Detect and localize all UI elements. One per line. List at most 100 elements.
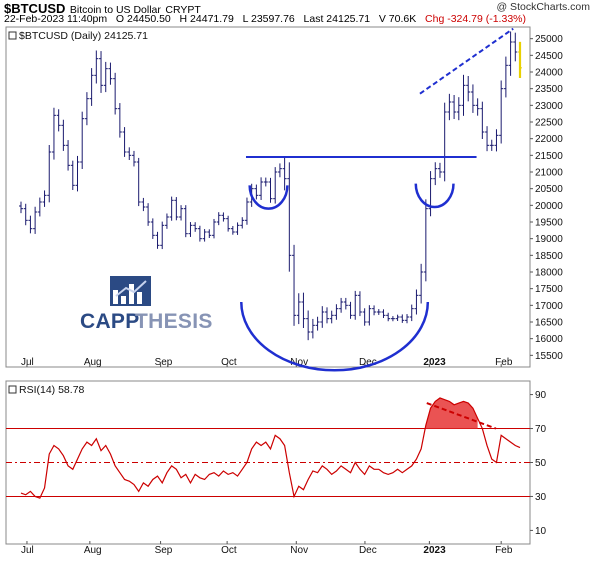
logo-text-thesis: THESIS [135, 310, 213, 333]
ohlc-bar [164, 213, 169, 229]
ohlc-bar [61, 119, 66, 151]
rsi-legend-swatch [8, 385, 17, 394]
ohlc-bar [42, 190, 47, 207]
ohlc-bar [362, 308, 367, 326]
ohlc-bar [19, 201, 23, 214]
ohlc-bar [150, 218, 155, 239]
rsi-downtrend-line [426, 402, 497, 430]
ohlc-bar [395, 314, 400, 321]
ohlc-bar [292, 244, 297, 326]
ohlc-bar [494, 129, 499, 152]
price-y-tick-label: 17000 [535, 301, 563, 312]
price-y-tick-label: 16500 [535, 318, 563, 329]
quote-volume: V 70.6K [378, 13, 417, 25]
ohlc-bar [428, 171, 433, 217]
price-y-tick-label: 24500 [535, 51, 563, 62]
ohlc-bar [75, 155, 80, 192]
ohlc-bar [80, 111, 85, 169]
rsi-legend: RSI(14) 58.78 [19, 384, 85, 396]
ohlc-bar [306, 310, 311, 341]
ohlc-bar [193, 222, 198, 232]
ohlc-bar [56, 109, 61, 132]
ohlc-bar [513, 32, 518, 62]
ohlc-bar [122, 127, 127, 157]
ohlc-bar [221, 212, 226, 222]
price-y-tick-label: 24000 [535, 68, 563, 79]
ohlc-bar [447, 93, 452, 121]
ohlc-bar [136, 157, 141, 207]
ohlc-bar [461, 74, 466, 116]
ohlc-bar [94, 50, 99, 84]
ohlc-bar [324, 307, 329, 324]
ohlc-bars [19, 31, 522, 341]
logo-icon-bar [113, 290, 118, 304]
ohlc-bar [23, 203, 28, 226]
ohlc-bar [146, 203, 151, 226]
ohlc-bar [452, 95, 457, 119]
ohlc-bar [315, 316, 320, 331]
price-y-tick-label: 23000 [535, 101, 563, 112]
stockcharts-credit[interactable]: @ StockCharts.com [496, 1, 590, 13]
rsi-x-tick-label: Aug [84, 545, 102, 556]
ohlc-bar [296, 293, 301, 325]
ohlc-bar [480, 101, 485, 139]
ohlc-bar [357, 291, 362, 317]
ohlc-bar [141, 197, 146, 212]
ohlc-bar [390, 316, 395, 322]
ohlc-bar [456, 97, 461, 121]
ohlc-bar [287, 162, 292, 272]
rsi-x-tick-label: Sep [155, 545, 173, 556]
cup-arc [248, 185, 289, 210]
ohlc-bar [386, 312, 391, 322]
price-y-tick-label: 16000 [535, 334, 563, 345]
ohlc-bar [169, 196, 174, 221]
logo-icon-bar [121, 296, 126, 304]
chart-header: $BTCUSD Bitcoin to US Dollar CRYPT [4, 0, 201, 16]
price-legend-swatch [8, 31, 17, 40]
ohlc-bar [339, 297, 344, 313]
ohlc-bar [117, 103, 122, 138]
ohlc-bar [226, 215, 231, 232]
ohlc-bar [179, 205, 184, 221]
rsi-x-tick-label: Oct [221, 545, 237, 556]
ohlc-bar [301, 292, 306, 328]
exchange-label: CRYPT [165, 4, 201, 16]
price-y-tick-label: 15500 [535, 351, 563, 362]
price-x-tick-label: Feb [495, 357, 513, 368]
price-y-tick-label: 20000 [535, 201, 563, 212]
ohlc-bar [37, 197, 42, 217]
rsi-x-tick-label: Feb [495, 545, 513, 556]
price-y-tick-label: 21500 [535, 151, 563, 162]
ohlc-bar [485, 126, 490, 152]
ohlc-bar [244, 197, 249, 225]
ohlc-bar [353, 290, 358, 320]
ohlc-bar [310, 318, 315, 339]
ohlc-bar [263, 177, 268, 187]
ohlc-bar [235, 222, 240, 235]
ohlc-bar [442, 102, 447, 182]
ohlc-bar [334, 304, 339, 320]
ohlc-bar [273, 167, 278, 204]
ohlc-bar [400, 314, 405, 323]
ohlc-bar [188, 222, 193, 237]
price-x-tick-label: Nov [290, 357, 308, 368]
credit-text[interactable]: @ StockCharts.com [496, 1, 590, 13]
ohlc-bar [329, 310, 334, 324]
rising-trendline [419, 27, 514, 95]
ohlc-bar [320, 306, 325, 328]
ohlc-bar [282, 157, 287, 191]
price-y-tick-label: 22500 [535, 118, 563, 129]
ohlc-bar [70, 160, 75, 190]
ohlc-bar [518, 41, 522, 78]
price-panel-frame [5, 26, 531, 368]
ohlc-bar [470, 84, 475, 113]
quote-datetime: 22-Feb-2023 11:40pm [4, 13, 108, 25]
ohlc-bar [376, 309, 381, 315]
ohlc-bar [127, 147, 132, 160]
price-y-tick-label: 19500 [535, 218, 563, 229]
rsi-y-tick-label: 50 [535, 458, 547, 469]
logo-icon-bar [137, 292, 142, 304]
ohlc-bar [212, 218, 217, 239]
